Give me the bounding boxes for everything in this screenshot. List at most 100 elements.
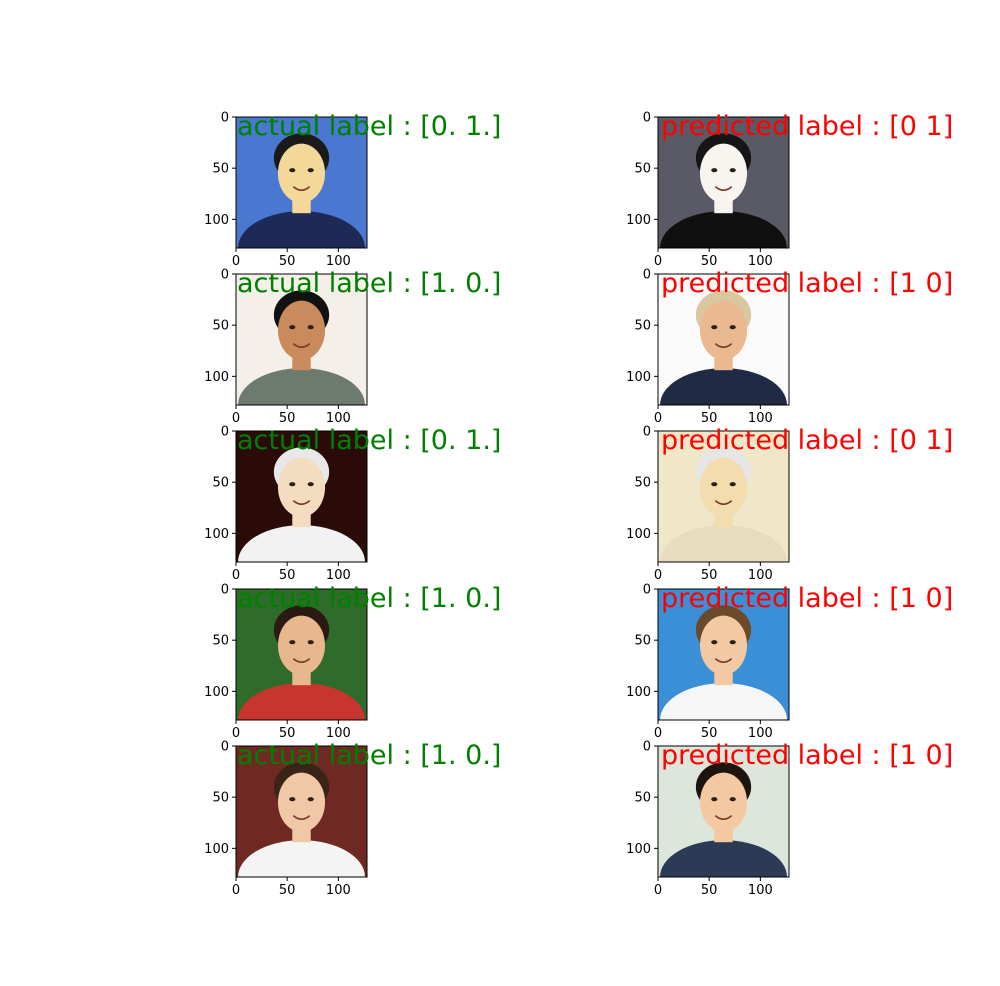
image-eye-right [307,797,314,802]
y-tick-label: 100 [626,842,651,857]
y-tick-label: 100 [204,685,229,700]
y-tick-label: 100 [626,370,651,385]
axes-frame [235,588,368,721]
predicted-label-text: predicted label : [0 1] [661,425,953,456]
predicted-label-text: predicted label : [0 1] [661,111,953,142]
axes-frame [235,273,368,406]
y-tick-label: 0 [221,268,229,283]
face-image [236,431,367,562]
x-tick-label: 100 [326,726,351,741]
image-eye-left [711,797,718,802]
image-mouth [714,342,733,348]
image-face [277,300,326,360]
panel-actual-3: 0 50 100 0 50 100 actual label : [1. 0.] [204,583,501,742]
face-image [236,117,367,248]
y-tick-label: 50 [212,319,229,334]
x-tick-label: 50 [701,411,718,426]
y-tick-label: 0 [643,111,651,126]
y-tick-label: 0 [221,740,229,755]
image-eye-left [289,325,296,330]
y-tick-label: 100 [626,213,651,228]
image-eye-left [289,482,296,487]
image-face [277,615,326,675]
actual-label-text: actual label : [0. 1.] [237,111,501,142]
image-shoulders [660,840,787,877]
axes-frame [657,588,790,721]
x-tick-label: 50 [701,883,718,898]
image-mouth [292,814,311,820]
x-tick-label: 100 [326,883,351,898]
image-eye-left [289,797,296,802]
panel-predicted-4: 0 50 100 0 50 100 predicted label : [1 0] [626,740,953,899]
x-tick-label: 50 [279,726,296,741]
x-tick-label: 50 [701,726,718,741]
y-tick-label: 0 [643,583,651,598]
image-eye-left [711,640,718,645]
axes-frame [657,273,790,406]
face-image [236,746,367,877]
x-tick-label: 100 [326,411,351,426]
x-tick-label: 100 [748,568,773,583]
panel-actual-0: 0 50 100 0 50 100 actual label : [0. 1.] [204,111,501,270]
y-tick-label: 50 [212,634,229,649]
y-tick-label: 50 [212,162,229,177]
face-image [236,274,367,405]
image-eye-right [729,168,736,173]
x-tick-label: 0 [654,411,662,426]
x-tick-label: 100 [748,726,773,741]
image-shoulders [660,525,787,562]
axes-frame [657,430,790,563]
image-face [699,300,748,360]
y-tick-label: 100 [204,370,229,385]
y-tick-label: 100 [204,527,229,542]
x-tick-label: 0 [232,568,240,583]
y-tick-label: 0 [221,111,229,126]
y-tick-label: 50 [634,162,651,177]
face-image [658,431,789,562]
y-tick-label: 50 [634,634,651,649]
panel-predicted-3: 0 50 100 0 50 100 predicted label : [1 0] [626,583,953,742]
panel-actual-4: 0 50 100 0 50 100 actual label : [1. 0.] [204,740,501,899]
image-shoulders [660,368,787,405]
predicted-label-text: predicted label : [1 0] [661,740,953,771]
image-shoulders [238,525,365,562]
face-image [658,117,789,248]
image-face [699,143,748,203]
image-eye-right [729,325,736,330]
axes-frame [657,116,790,249]
axes-frame [235,116,368,249]
face-image [658,589,789,720]
x-tick-label: 50 [279,254,296,269]
image-mouth [714,814,733,820]
actual-label-text: actual label : [0. 1.] [237,425,501,456]
panel-predicted-0: 0 50 100 0 50 100 predicted label : [0 1] [626,111,953,270]
x-tick-label: 0 [232,883,240,898]
x-tick-label: 100 [748,411,773,426]
x-tick-label: 100 [748,883,773,898]
x-tick-label: 0 [232,254,240,269]
image-shoulders [660,211,787,248]
panel-predicted-1: 0 50 100 0 50 100 predicted label : [1 0] [626,268,953,427]
image-eye-right [729,640,736,645]
y-tick-label: 0 [643,425,651,440]
y-tick-label: 100 [204,213,229,228]
image-face [699,615,748,675]
actual-label-text: actual label : [1. 0.] [237,268,501,299]
image-eye-left [711,325,718,330]
image-eye-left [289,168,296,173]
x-tick-label: 100 [326,568,351,583]
image-shoulders [238,683,365,720]
panel-actual-1: 0 50 100 0 50 100 actual label : [1. 0.] [204,268,501,427]
axes-frame [235,745,368,878]
y-tick-label: 0 [221,583,229,598]
image-eye-left [711,482,718,487]
image-eye-left [711,168,718,173]
x-tick-label: 50 [701,568,718,583]
y-tick-label: 50 [634,476,651,491]
y-tick-label: 0 [643,740,651,755]
image-mouth [292,342,311,348]
y-tick-label: 100 [626,527,651,542]
x-tick-label: 50 [701,254,718,269]
